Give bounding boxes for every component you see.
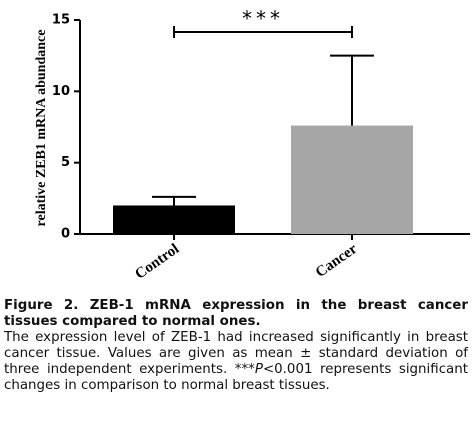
y-tick-label: 10 [52, 84, 70, 99]
bar [291, 125, 413, 234]
caption-title: Figure 2. ZEB-1 mRNA expression in the b… [4, 298, 468, 329]
caption-text: P [254, 362, 263, 377]
y-tick-label: 15 [52, 13, 70, 28]
y-tick-label: 5 [61, 155, 70, 170]
x-tick-label: Cancer [313, 241, 361, 281]
caption: Figure 2. ZEB-1 mRNA expression in the b… [4, 298, 468, 394]
bar [113, 205, 235, 234]
caption-text: The expression level of ZEB-1 had increa… [4, 330, 468, 377]
annotation: *** [242, 7, 284, 31]
caption-text: The expression level of ZEB-1 had increa… [4, 330, 468, 394]
caption-text: <0.001 represents significant changes in… [4, 362, 468, 393]
chart: relative ZEB1 mRNA abundance 0 5 10 15 Contr… [34, 7, 470, 283]
x-tick-label: Control [132, 241, 182, 283]
y-tick-label: 0 [61, 227, 70, 242]
y-axis-label: relative ZEB1 mRNA abundance [34, 30, 49, 227]
